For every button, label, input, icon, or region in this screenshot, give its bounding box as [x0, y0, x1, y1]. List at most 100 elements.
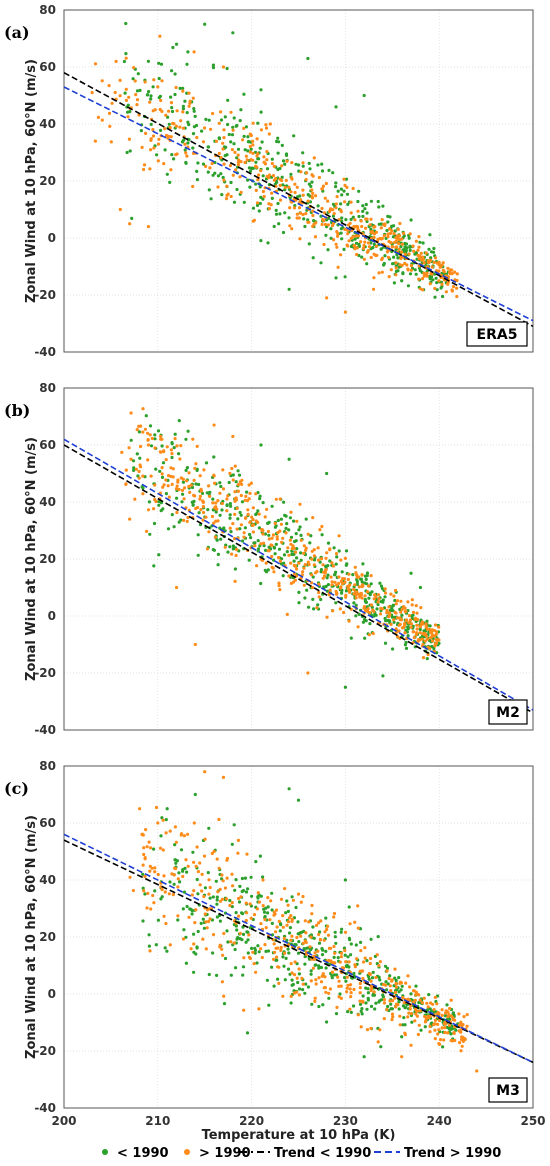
data-point [108, 124, 112, 128]
data-point [236, 160, 240, 164]
data-point [430, 272, 434, 276]
data-point [229, 504, 233, 508]
x-tick-label: 230 [333, 1114, 358, 1128]
data-point [313, 571, 318, 575]
data-point [339, 955, 343, 959]
data-point [342, 946, 346, 950]
model-badge-box [488, 1077, 528, 1103]
data-point [231, 31, 235, 35]
data-point [229, 530, 233, 534]
data-point [334, 105, 338, 109]
data-point [270, 536, 274, 540]
data-point [387, 615, 391, 619]
data-point [365, 250, 369, 254]
data-point [270, 196, 274, 200]
plot-frame [63, 765, 534, 1109]
data-point [261, 189, 265, 194]
data-point [316, 204, 320, 208]
data-point [170, 513, 174, 517]
data-point [331, 208, 335, 212]
data-point [238, 175, 242, 179]
data-point [191, 437, 195, 441]
data-point [202, 468, 206, 472]
data-point [173, 92, 177, 97]
data-point [407, 252, 411, 256]
data-point [320, 169, 325, 173]
data-point [220, 501, 224, 506]
data-point [145, 845, 149, 849]
legend: < 1990 > 1990 Trend < 1990 Trend > 1990 [102, 1146, 501, 1161]
data-point [279, 562, 283, 566]
data-point [430, 265, 434, 269]
data-point [202, 510, 206, 515]
data-point [149, 846, 153, 850]
data-point [230, 133, 235, 137]
data-point [147, 933, 151, 937]
data-point [361, 562, 365, 566]
data-point [389, 622, 393, 627]
data-point [231, 434, 235, 439]
data-point [163, 127, 167, 131]
data-point [309, 979, 313, 983]
data-point [162, 914, 166, 918]
data-point [334, 202, 338, 206]
data-point [380, 236, 384, 241]
data-point [412, 635, 416, 640]
data-point [337, 534, 341, 538]
data-point [293, 190, 297, 195]
data-point [251, 523, 255, 527]
data-point [287, 185, 291, 189]
data-point [376, 935, 380, 939]
data-point [135, 428, 139, 432]
data-point [289, 994, 293, 999]
data-point [242, 92, 246, 96]
data-point [264, 926, 268, 930]
data-point [276, 965, 280, 969]
data-point [247, 483, 251, 487]
data-point [433, 642, 437, 647]
data-point [328, 588, 332, 592]
data-point [291, 544, 295, 548]
data-point [371, 631, 375, 636]
data-point [285, 938, 289, 943]
data-point [317, 932, 321, 937]
data-point [434, 632, 438, 636]
data-point [368, 622, 372, 626]
data-point [165, 807, 169, 811]
data-point [361, 214, 365, 218]
data-point [355, 582, 359, 587]
data-point [266, 905, 270, 909]
data-point [152, 564, 156, 568]
data-point [270, 161, 274, 166]
data-point [378, 978, 382, 982]
data-point [365, 1028, 370, 1032]
data-point [295, 556, 299, 560]
data-point [301, 894, 305, 899]
data-point [339, 253, 343, 257]
data-point [182, 834, 186, 838]
data-point [278, 929, 282, 933]
data-point [267, 1003, 271, 1007]
data-point [217, 866, 221, 870]
data-point [352, 971, 356, 976]
data-point [226, 494, 230, 498]
data-point [365, 574, 369, 578]
data-point [246, 887, 250, 891]
data-point [310, 188, 314, 192]
data-point [168, 880, 172, 884]
data-point [337, 995, 341, 999]
data-point [402, 234, 406, 238]
data-point [342, 177, 346, 181]
data-point [264, 561, 268, 565]
data-point [418, 624, 422, 629]
data-point [252, 913, 257, 917]
data-point [286, 967, 291, 971]
data-point [313, 951, 317, 955]
data-point [147, 944, 151, 948]
data-point [302, 566, 306, 570]
data-point [465, 1013, 469, 1017]
data-point [425, 619, 429, 623]
data-point [407, 236, 411, 240]
data-point [127, 137, 131, 141]
data-point [292, 552, 296, 557]
